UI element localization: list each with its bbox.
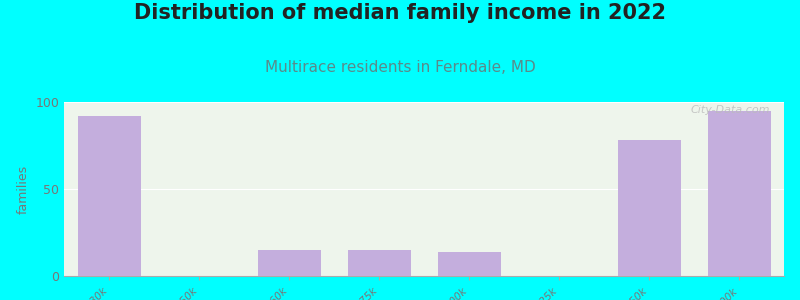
Y-axis label: families: families <box>17 164 30 214</box>
Bar <box>618 140 681 276</box>
Bar <box>347 250 410 276</box>
Text: Distribution of median family income in 2022: Distribution of median family income in … <box>134 3 666 23</box>
Text: City-Data.com: City-Data.com <box>690 106 770 116</box>
Bar <box>438 252 501 276</box>
Text: Multirace residents in Ferndale, MD: Multirace residents in Ferndale, MD <box>265 60 535 75</box>
Bar <box>78 116 141 276</box>
Bar <box>258 250 321 276</box>
Bar <box>707 111 770 276</box>
